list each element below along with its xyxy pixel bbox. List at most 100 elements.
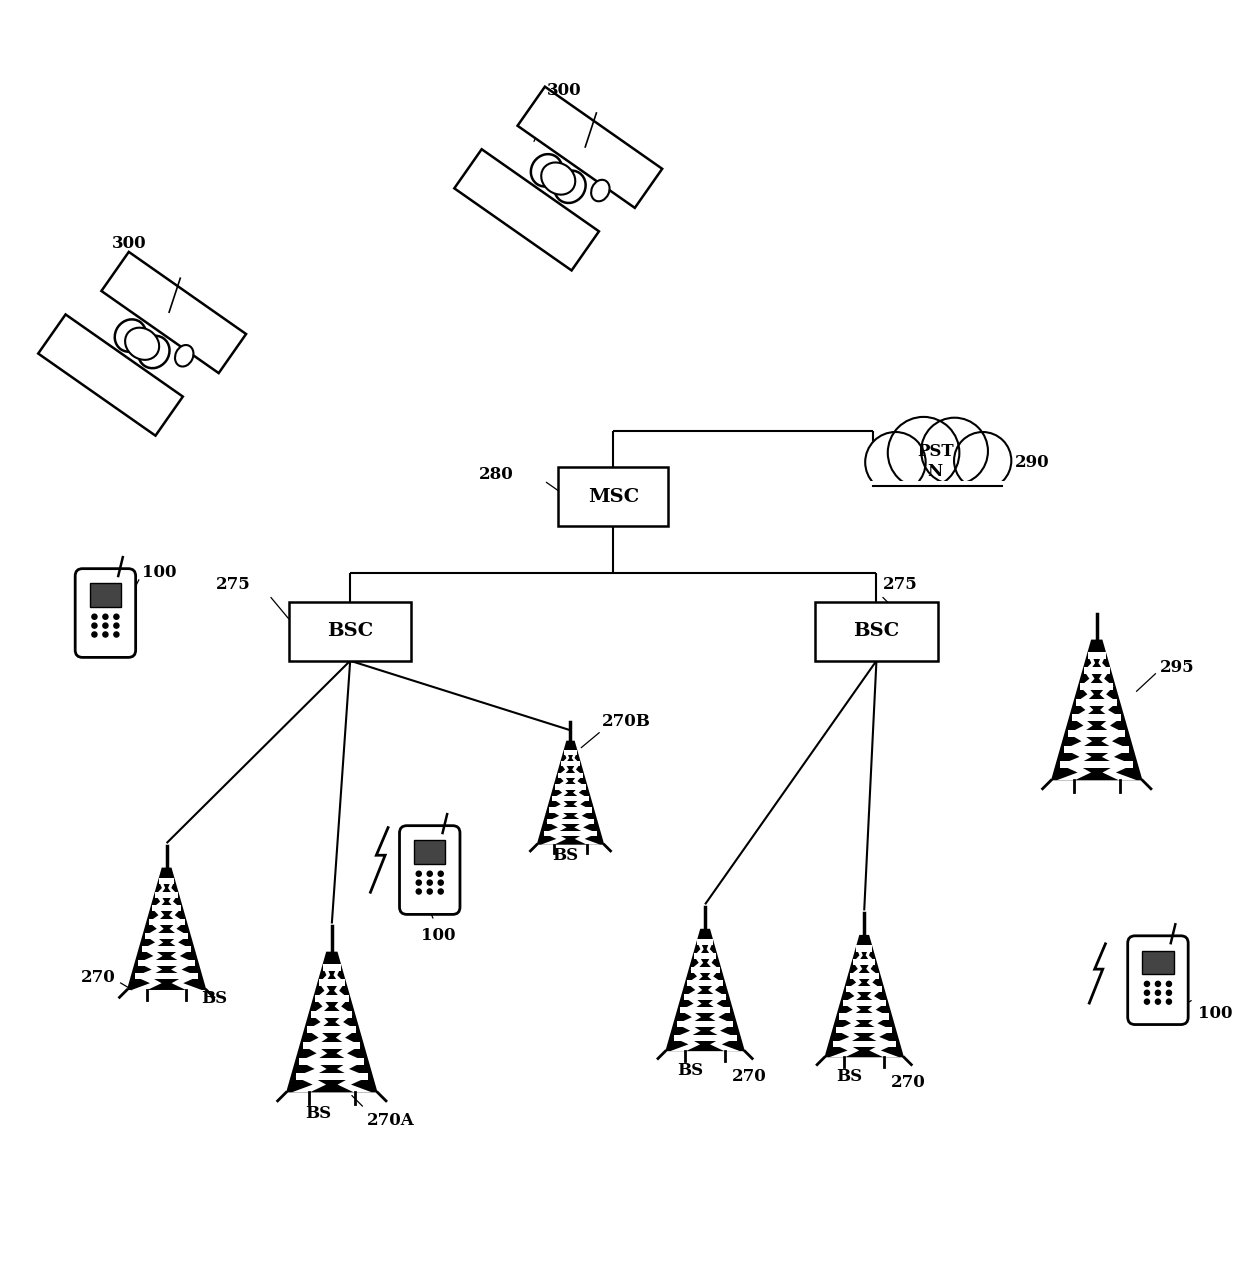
FancyBboxPatch shape <box>564 750 577 755</box>
FancyBboxPatch shape <box>839 1014 889 1020</box>
Polygon shape <box>141 936 164 949</box>
Polygon shape <box>708 997 730 1010</box>
Text: BSC: BSC <box>853 622 899 640</box>
FancyBboxPatch shape <box>304 1042 361 1049</box>
FancyBboxPatch shape <box>315 994 348 1002</box>
Polygon shape <box>1101 733 1130 748</box>
Polygon shape <box>311 998 329 1014</box>
Circle shape <box>114 632 119 638</box>
FancyBboxPatch shape <box>414 840 445 864</box>
Polygon shape <box>336 1030 361 1046</box>
Polygon shape <box>1060 748 1091 765</box>
Text: BS: BS <box>677 1062 703 1079</box>
FancyBboxPatch shape <box>694 952 717 959</box>
Text: MSC: MSC <box>588 488 639 506</box>
Polygon shape <box>334 983 348 998</box>
FancyBboxPatch shape <box>149 919 185 926</box>
Polygon shape <box>547 810 567 821</box>
Polygon shape <box>334 968 345 983</box>
Polygon shape <box>171 963 198 977</box>
Polygon shape <box>573 798 591 810</box>
FancyBboxPatch shape <box>815 602 937 660</box>
FancyBboxPatch shape <box>849 973 879 979</box>
Text: 100: 100 <box>420 927 455 945</box>
Polygon shape <box>171 977 202 989</box>
Polygon shape <box>319 968 330 983</box>
Circle shape <box>438 871 443 876</box>
Circle shape <box>417 889 422 894</box>
Polygon shape <box>708 969 723 983</box>
Text: BS: BS <box>201 991 227 1007</box>
Circle shape <box>92 615 97 620</box>
Text: 270A: 270A <box>367 1112 414 1130</box>
FancyBboxPatch shape <box>1069 729 1125 737</box>
Polygon shape <box>1102 748 1133 765</box>
Circle shape <box>954 432 1012 490</box>
Text: 100: 100 <box>1198 1006 1233 1023</box>
Circle shape <box>417 880 422 885</box>
Ellipse shape <box>591 180 610 201</box>
Text: 290: 290 <box>1016 454 1050 470</box>
Circle shape <box>103 632 108 638</box>
Polygon shape <box>169 908 185 922</box>
Polygon shape <box>866 949 875 963</box>
Text: 300: 300 <box>112 235 146 252</box>
Circle shape <box>92 632 97 638</box>
FancyBboxPatch shape <box>853 959 875 965</box>
Ellipse shape <box>554 171 585 203</box>
Polygon shape <box>155 881 165 895</box>
Polygon shape <box>537 741 604 845</box>
Polygon shape <box>286 951 377 1093</box>
FancyBboxPatch shape <box>299 1058 365 1065</box>
Circle shape <box>1156 982 1161 987</box>
FancyBboxPatch shape <box>560 761 580 766</box>
Circle shape <box>1167 1000 1172 1005</box>
Polygon shape <box>853 949 863 963</box>
Polygon shape <box>291 1077 326 1093</box>
Circle shape <box>438 889 443 894</box>
FancyBboxPatch shape <box>1076 699 1117 705</box>
Polygon shape <box>153 895 165 908</box>
Polygon shape <box>1100 686 1117 703</box>
Polygon shape <box>830 1044 859 1057</box>
Polygon shape <box>308 1014 329 1030</box>
FancyBboxPatch shape <box>556 784 585 789</box>
Polygon shape <box>711 1038 740 1051</box>
Polygon shape <box>1100 703 1121 718</box>
Polygon shape <box>1084 655 1095 671</box>
Circle shape <box>1145 982 1149 987</box>
Ellipse shape <box>138 335 170 368</box>
Polygon shape <box>681 997 702 1010</box>
Polygon shape <box>839 1003 861 1016</box>
Polygon shape <box>849 963 862 975</box>
Ellipse shape <box>541 162 575 195</box>
Polygon shape <box>574 821 598 833</box>
Polygon shape <box>573 787 589 798</box>
Polygon shape <box>866 963 879 975</box>
Polygon shape <box>825 935 904 1057</box>
Polygon shape <box>869 1044 899 1057</box>
Polygon shape <box>691 956 703 969</box>
FancyBboxPatch shape <box>311 1011 352 1017</box>
Circle shape <box>114 615 119 620</box>
Circle shape <box>103 615 108 620</box>
Ellipse shape <box>531 154 562 186</box>
Polygon shape <box>549 798 568 810</box>
Polygon shape <box>170 922 188 936</box>
FancyBboxPatch shape <box>145 932 188 938</box>
Polygon shape <box>694 942 703 956</box>
Polygon shape <box>139 949 162 963</box>
Polygon shape <box>38 315 182 436</box>
Circle shape <box>103 623 108 629</box>
FancyBboxPatch shape <box>308 1026 356 1033</box>
FancyBboxPatch shape <box>139 960 195 966</box>
Polygon shape <box>145 922 164 936</box>
Polygon shape <box>1069 718 1092 733</box>
Polygon shape <box>867 975 882 989</box>
Circle shape <box>1145 991 1149 996</box>
Polygon shape <box>336 1046 365 1061</box>
Polygon shape <box>170 936 191 949</box>
Text: BSC: BSC <box>327 622 373 640</box>
Text: 270: 270 <box>892 1075 926 1091</box>
Polygon shape <box>171 949 195 963</box>
